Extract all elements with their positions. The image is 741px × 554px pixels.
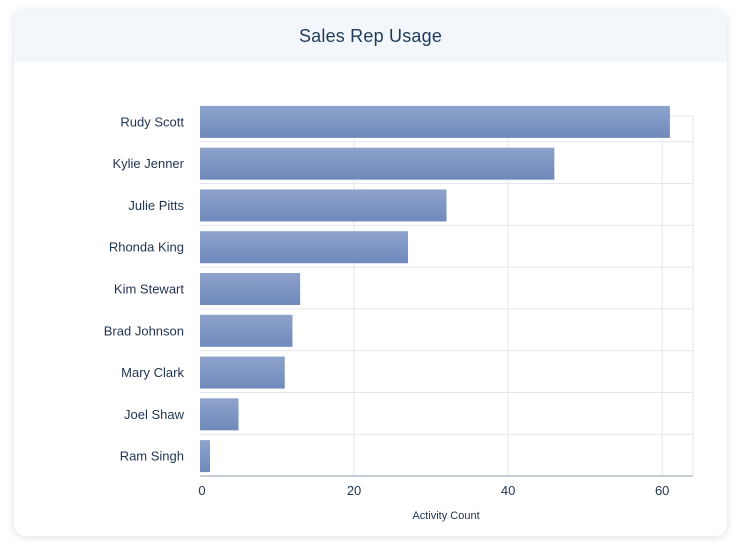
x-axis-title: Activity Count: [412, 510, 479, 522]
bar[interactable]: [200, 105, 670, 138]
x-axis: 0 20 40 60: [198, 475, 693, 498]
category-label: Joel Shaw: [124, 407, 185, 422]
category-label: Kim Stewart: [114, 282, 184, 297]
bar[interactable]: [200, 440, 211, 473]
card-header: Sales Rep Usage: [14, 10, 727, 62]
category-label: Kylie Jenner: [112, 156, 184, 171]
bar[interactable]: [200, 273, 301, 305]
category-label: Rudy Scott: [120, 114, 184, 129]
bar[interactable]: [200, 189, 447, 222]
category-label: Brad Johnson: [104, 323, 184, 338]
x-tick-label: 0: [198, 483, 205, 498]
chart-title: Sales Rep Usage: [298, 25, 443, 46]
bar[interactable]: [200, 147, 555, 180]
category-label: Mary Clark: [121, 365, 184, 380]
bars: [200, 105, 670, 473]
bar[interactable]: [200, 231, 408, 264]
category-label: Rhonda King: [109, 240, 184, 255]
x-tick-label: 20: [347, 483, 361, 498]
bar-chart: Rudy Scott Kylie Jenner Julie Pitts Rhonda …: [104, 105, 694, 522]
category-label: Ram Singh: [120, 449, 184, 464]
bar[interactable]: [200, 356, 285, 389]
category-labels: Rudy Scott Kylie Jenner Julie Pitts Rhonda …: [104, 114, 185, 463]
category-label: Julie Pitts: [128, 198, 184, 213]
x-tick-label: 60: [655, 483, 669, 498]
chart-card: Sales Rep Usage Rudy Scott Kylie Jenner Ju…: [14, 10, 727, 536]
x-tick-label: 40: [501, 483, 515, 498]
bar[interactable]: [200, 398, 239, 431]
bar[interactable]: [200, 314, 293, 347]
